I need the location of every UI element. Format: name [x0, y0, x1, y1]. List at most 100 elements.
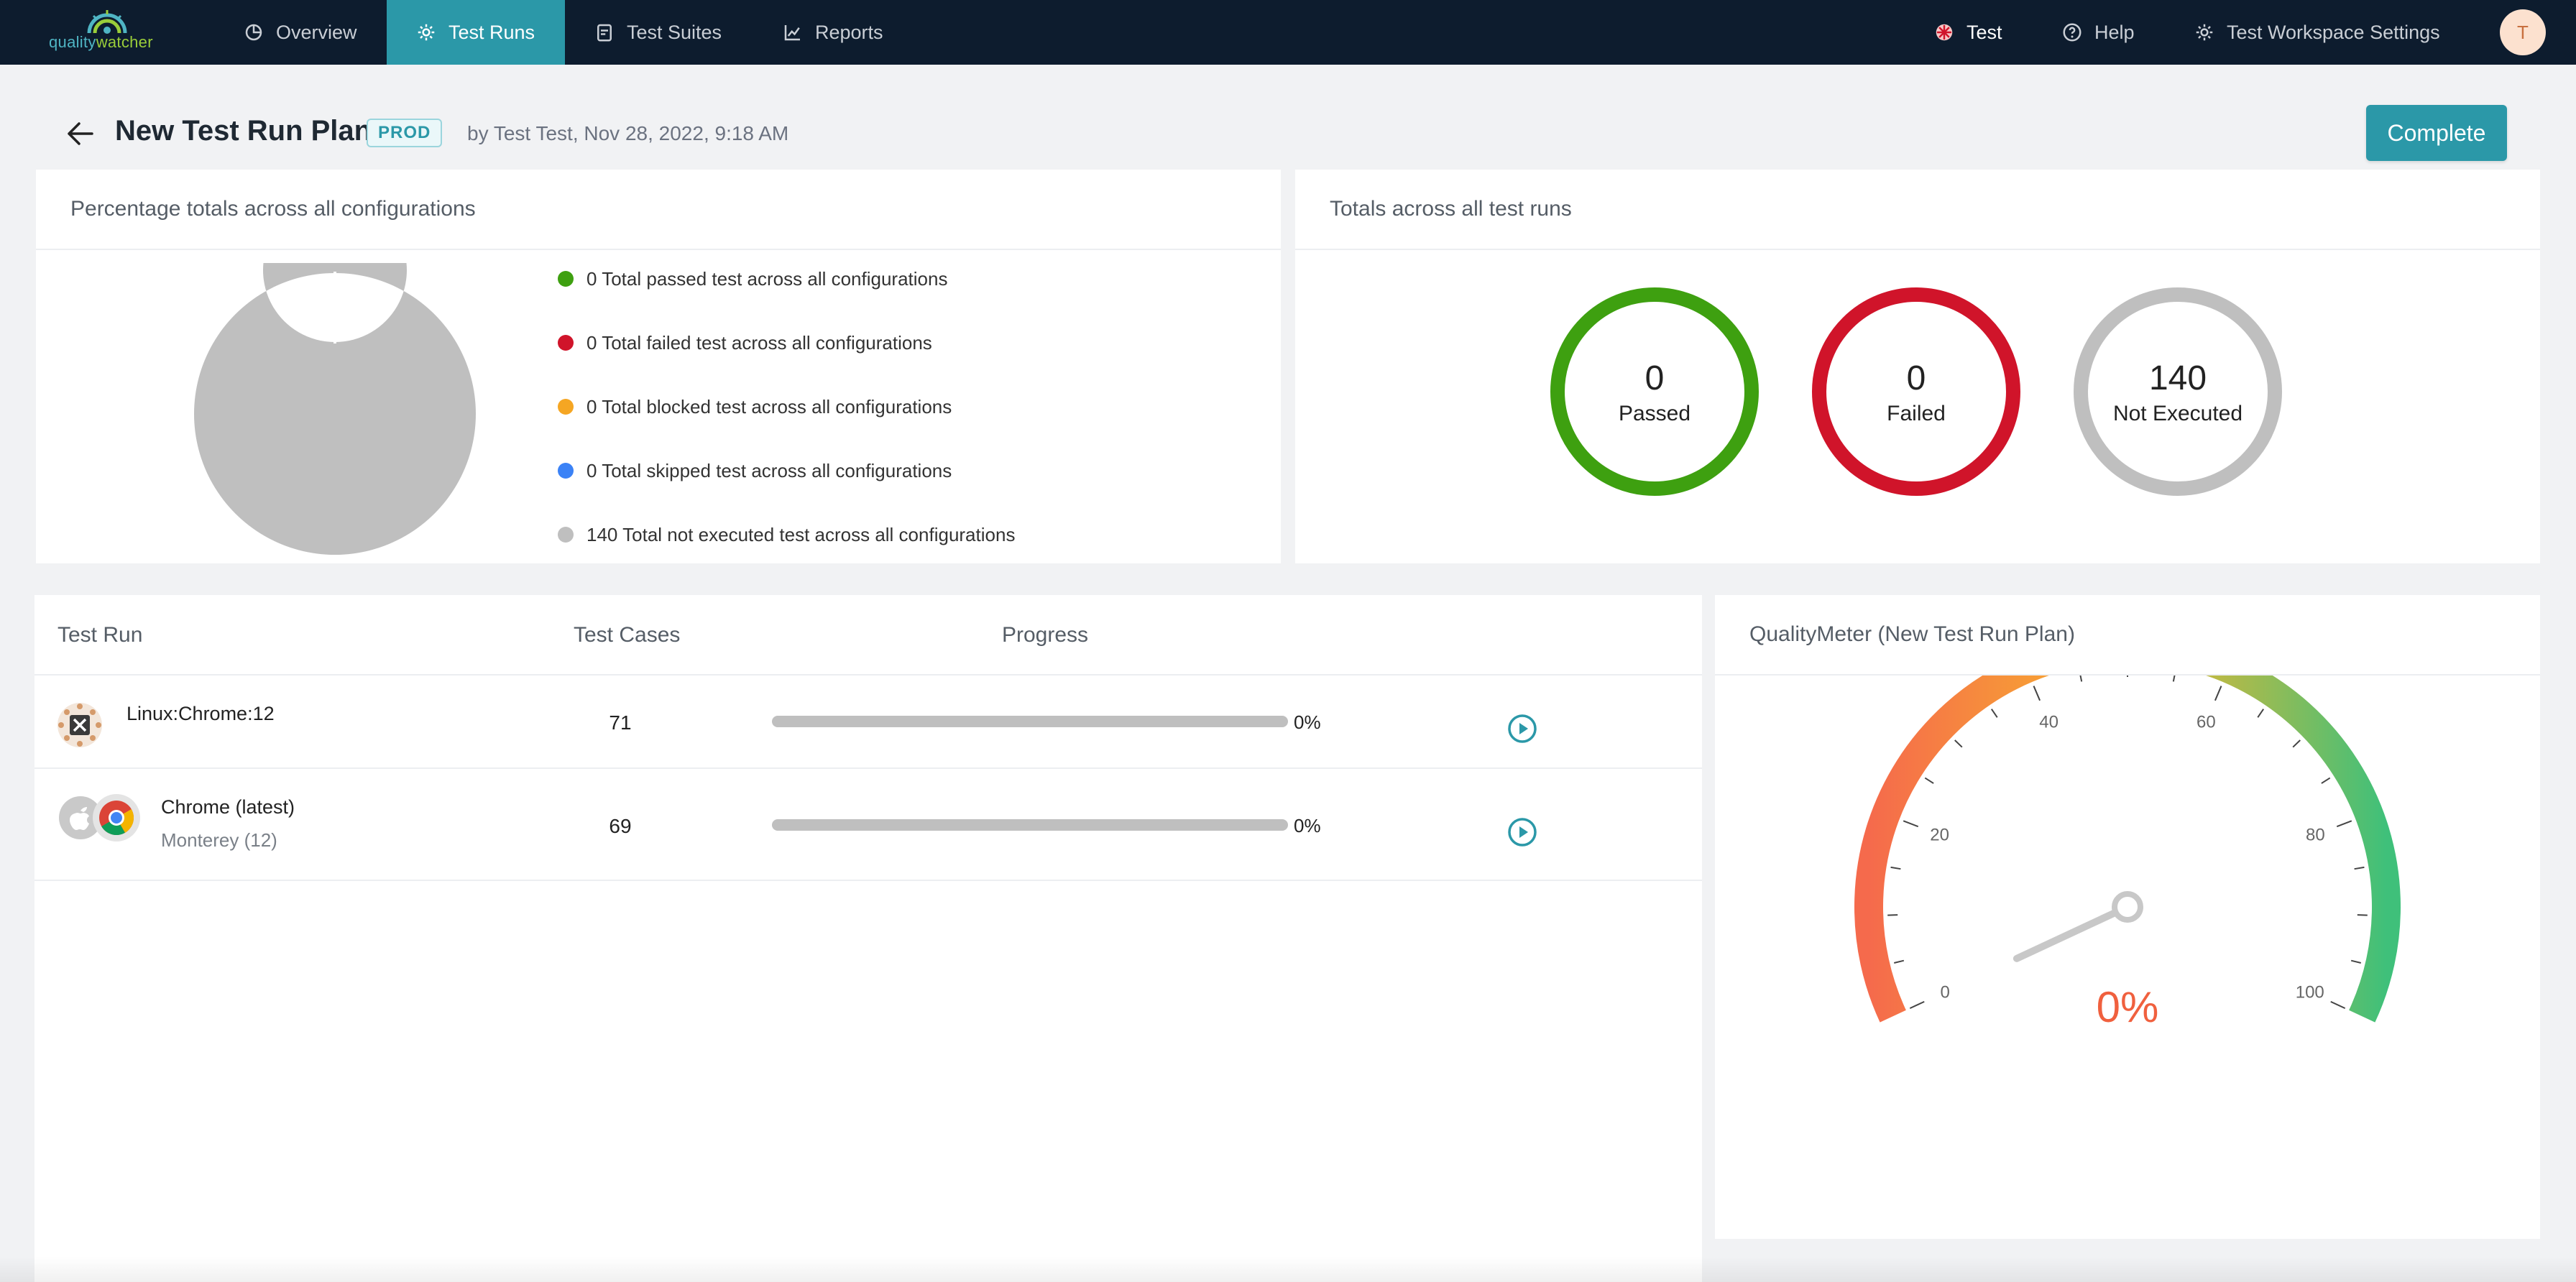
gear-icon [418, 24, 435, 41]
workspace-settings-link[interactable]: Test Workspace Settings [2194, 0, 2440, 65]
help-label: Help [2094, 21, 2135, 43]
gauge-tick-label: 20 [1930, 826, 1949, 845]
gauge-tick [1903, 820, 1919, 828]
gauge-tick-label: 80 [2306, 826, 2325, 845]
total-failed-ring: 0 Failed [1808, 284, 2024, 499]
workspace-switcher[interactable]: Test [1933, 0, 2002, 65]
column-header-test-cases: Test Cases [574, 623, 681, 647]
page-title: New Test Run Plan [115, 115, 372, 147]
brand-logo[interactable]: qualitywatcher [49, 6, 171, 57]
settings-label: Test Workspace Settings [2227, 21, 2440, 43]
ring-count: 140 [2148, 359, 2207, 397]
quality-meter-card: QualityMeter (New Test Run Plan) 0 20 40 60… [1715, 595, 2540, 1239]
table-row[interactable]: Linux:Chrome:12 71 0% [34, 675, 1702, 769]
user-avatar[interactable]: T [2500, 9, 2546, 55]
environment-badge: PROD [367, 119, 443, 147]
status-donut-chart [194, 263, 476, 555]
legend-label: 140 Total not executed test across all c… [586, 523, 1016, 545]
gauge-tick [1890, 866, 1901, 870]
linux-icon [58, 703, 102, 747]
progress-bar [772, 819, 1288, 831]
total-not-executed-ring: 140 Not Executed [2070, 284, 2286, 499]
legend-label: 0 Total passed test across all configura… [586, 267, 948, 290]
percentage-totals-card: Percentage totals across all configurati… [36, 170, 1281, 563]
legend-item-passed: 0 Total passed test across all configura… [558, 266, 947, 292]
run-name[interactable]: Linux:Chrome:12 [126, 703, 275, 724]
totals-card-title: Totals across all test runs [1295, 170, 2540, 250]
gauge-tick [1990, 709, 1998, 718]
legend-label: 0 Total failed test across all configura… [586, 331, 932, 354]
legend-dot [558, 271, 574, 287]
gauge-tick [2172, 675, 2176, 682]
gauge-tick [2321, 777, 2331, 784]
tab-test-suites[interactable]: Test Suites [594, 0, 722, 65]
gauge-needle [2012, 903, 2131, 962]
tab-test-suites-label: Test Suites [627, 21, 722, 43]
gauge-tick [2257, 709, 2265, 718]
percentage-card-title: Percentage totals across all configurati… [36, 170, 1281, 250]
help-icon [2063, 23, 2082, 42]
progress-percent: 0% [1294, 711, 1321, 733]
workspace-label: Test [1966, 21, 2002, 43]
gauge-arc [1854, 675, 2401, 1023]
legend-dot [558, 527, 574, 543]
legend-item-not-executed: 140 Total not executed test across all c… [558, 522, 1015, 548]
top-navigation: qualitywatcher Overview Test Runs Test S… [0, 0, 2576, 65]
totals-card: Totals across all test runs 0 Passed 0 Fail… [1295, 170, 2540, 563]
gauge-tick [1954, 739, 1963, 748]
gauge-tick [1909, 1000, 1925, 1010]
legend-item-blocked: 0 Total blocked test across all configur… [558, 394, 952, 420]
help-link[interactable]: Help [2061, 0, 2135, 65]
gauge-tick-label: 60 [2196, 712, 2216, 732]
brand-wordmark: qualitywatcher [49, 33, 153, 51]
complete-button[interactable]: Complete [2366, 105, 2507, 161]
column-header-test-run: Test Run [58, 623, 143, 647]
progress-percent: 0% [1294, 815, 1321, 836]
gauge-tick [1893, 959, 1905, 964]
run-os-version: Monterey (12) [161, 829, 277, 851]
total-passed-ring: 0 Passed [1547, 284, 1762, 499]
column-header-progress: Progress [1002, 623, 1089, 647]
ring-count: 0 [1644, 359, 1665, 397]
run-plan-meta: by Test Test, Nov 28, 2022, 9:18 AM [467, 122, 789, 144]
tab-overview-label: Overview [276, 21, 357, 43]
gauge-tick-label: 0 [1941, 982, 1950, 1002]
play-run-icon[interactable] [1506, 816, 1538, 848]
gauge-tick-label: 40 [2039, 712, 2058, 732]
chrome-icon [93, 794, 140, 841]
gauge-tick [2350, 959, 2362, 964]
legend-dot [558, 463, 574, 479]
clipboard-icon [597, 24, 612, 42]
ring-circle [1812, 287, 2020, 496]
ring-label: Failed [1887, 402, 1946, 425]
tab-overview[interactable]: Overview [243, 0, 357, 65]
gauge-tick [2330, 1000, 2346, 1010]
tab-test-runs-label: Test Runs [448, 21, 535, 43]
table-header-row: Test Run Test Cases Progress [34, 595, 1702, 675]
legend-dot [558, 335, 574, 351]
test-runs-table-card: Test Run Test Cases Progress Linux:Chrom… [34, 595, 1702, 1282]
gauge-tick [2354, 866, 2365, 870]
ring-label: Passed [1618, 402, 1691, 425]
table-row[interactable]: Chrome (latest) Monterey (12) 69 0% [34, 769, 1702, 881]
gauge-value: 0% [2097, 983, 2159, 1031]
workspace-star-icon [1936, 24, 1953, 41]
gauge-tick [2033, 686, 2041, 701]
logo-dome-icon [87, 10, 127, 34]
legend-label: 0 Total skipped test across all configur… [586, 459, 952, 481]
legend-label: 0 Total blocked test across all configur… [586, 395, 952, 418]
gauge-tick [2336, 820, 2352, 828]
gauge-needle-hub [2112, 891, 2143, 923]
tab-test-runs[interactable]: Test Runs [387, 0, 565, 65]
tab-reports[interactable]: Reports [782, 0, 883, 65]
back-arrow-icon[interactable] [63, 119, 98, 148]
progress-bar [772, 716, 1288, 727]
ring-label: Not Executed [2112, 402, 2243, 425]
play-run-icon[interactable] [1506, 713, 1538, 744]
gauge-tick [1924, 777, 1934, 784]
run-name[interactable]: Chrome (latest) [161, 796, 295, 818]
tab-reports-label: Reports [815, 21, 883, 43]
ring-circle [1550, 287, 1759, 496]
line-chart-icon [784, 25, 800, 41]
